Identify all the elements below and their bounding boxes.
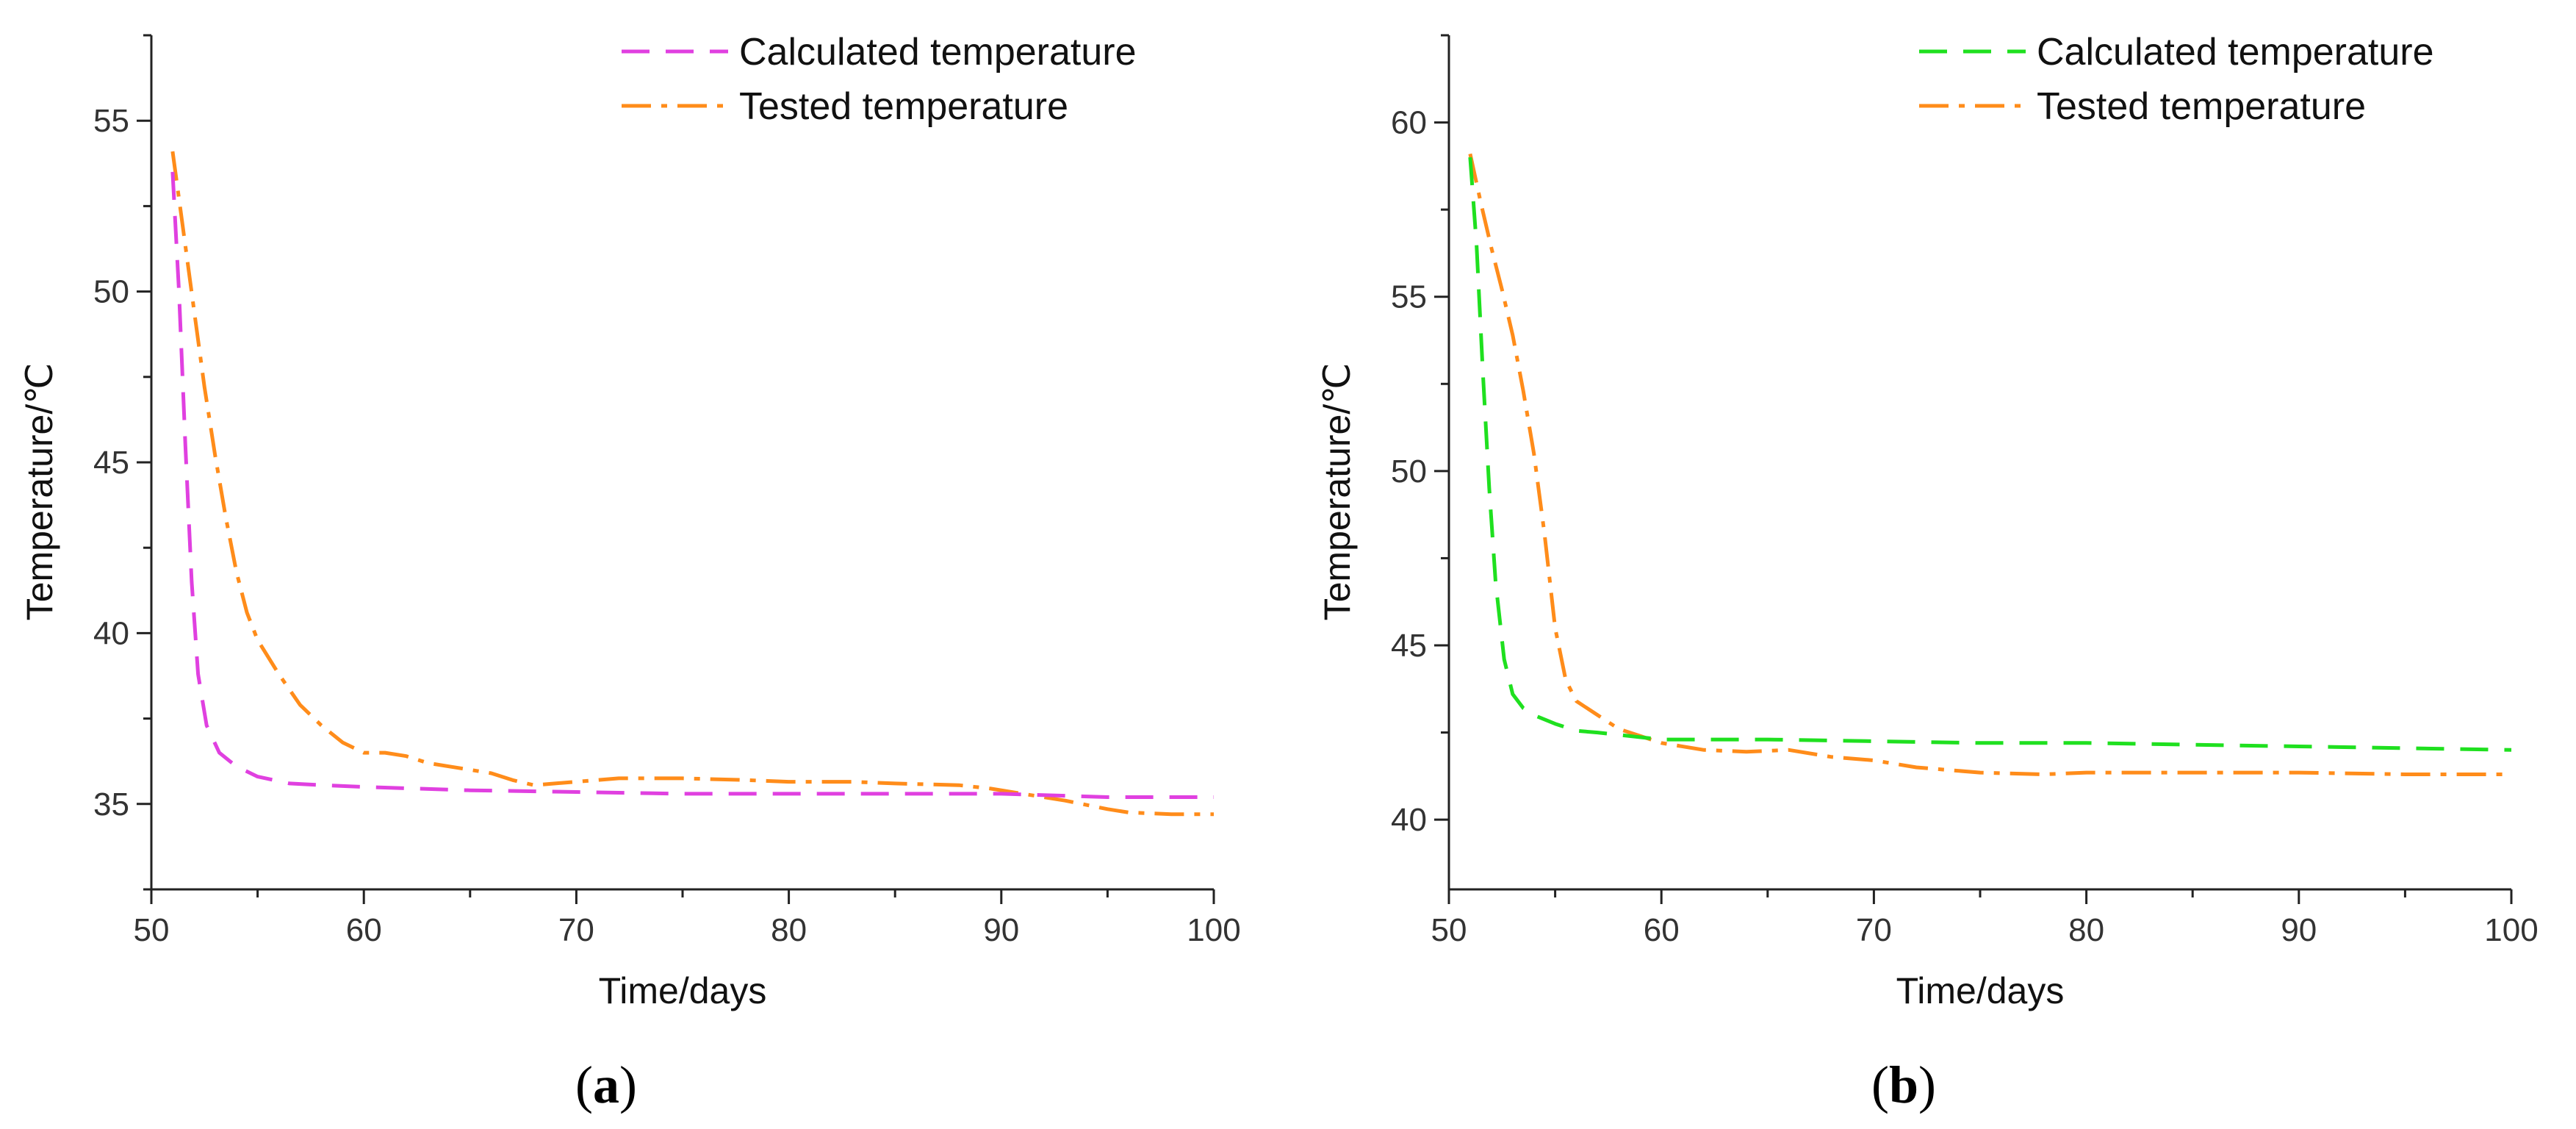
x-tick-label-b: 70 — [1856, 912, 1892, 948]
panel-label-a-letter: a — [593, 1055, 619, 1114]
panel-label-a: (a) — [575, 1055, 637, 1114]
x-tick-label-a: 90 — [983, 912, 1019, 948]
y-tick-label-b: 60 — [1391, 105, 1427, 141]
x-tick-label-b: 80 — [2068, 912, 2104, 948]
x-tick-label-b: 60 — [1644, 912, 1680, 948]
x-tick-label-a: 70 — [558, 912, 594, 948]
y-tick-label-b: 40 — [1391, 802, 1427, 838]
panel-label-b-letter: b — [1889, 1055, 1918, 1114]
y-tick-label-b: 45 — [1391, 628, 1427, 664]
y-tick-label-b: 55 — [1391, 279, 1427, 315]
y-tick-label-a: 45 — [93, 445, 129, 481]
legend-label-a-0: Calculated temperature — [739, 31, 1137, 74]
y-axis-title-a: Temperature/℃ — [19, 363, 60, 621]
y-tick-label-a: 35 — [93, 786, 129, 822]
x-tick-label-b: 50 — [1431, 912, 1467, 948]
y-tick-label-a: 50 — [93, 274, 129, 310]
y-tick-label-a: 55 — [93, 103, 129, 139]
x-tick-label-a: 60 — [346, 912, 382, 948]
panel-label-b: (b) — [1871, 1055, 1936, 1114]
x-tick-label-a: 100 — [1187, 912, 1240, 948]
x-axis-title-b: Time/days — [1896, 970, 2065, 1011]
y-tick-label-a: 40 — [93, 615, 129, 651]
chart-panel-b: 50 60 70 80 90 100 40 45 50 55 60 Time/days Temperat… — [1317, 31, 2539, 1011]
chart-panel-a: 50 60 70 80 90 100 35 40 45 50 55 Time/days Temperat… — [19, 31, 1241, 1011]
x-tick-label-b: 90 — [2281, 912, 2317, 948]
y-tick-label-b: 50 — [1391, 454, 1427, 490]
legend-label-b-1: Tested temperature — [2037, 85, 2366, 128]
x-tick-label-a: 80 — [771, 912, 807, 948]
series-line-b-calculated — [1468, 157, 2512, 752]
series-line-a-calculated — [170, 171, 1214, 799]
x-axis-title-a: Time/days — [599, 970, 767, 1011]
series-line-a-tested — [170, 151, 1214, 817]
x-tick-label-b: 100 — [2484, 912, 2538, 948]
x-tick-label-a: 50 — [134, 912, 170, 948]
series-line-b-tested — [1468, 153, 2511, 776]
y-axis-title-b: Temperature/℃ — [1317, 363, 1358, 621]
legend-label-a-1: Tested temperature — [739, 85, 1068, 128]
legend-label-b-0: Calculated temperature — [2037, 31, 2434, 74]
